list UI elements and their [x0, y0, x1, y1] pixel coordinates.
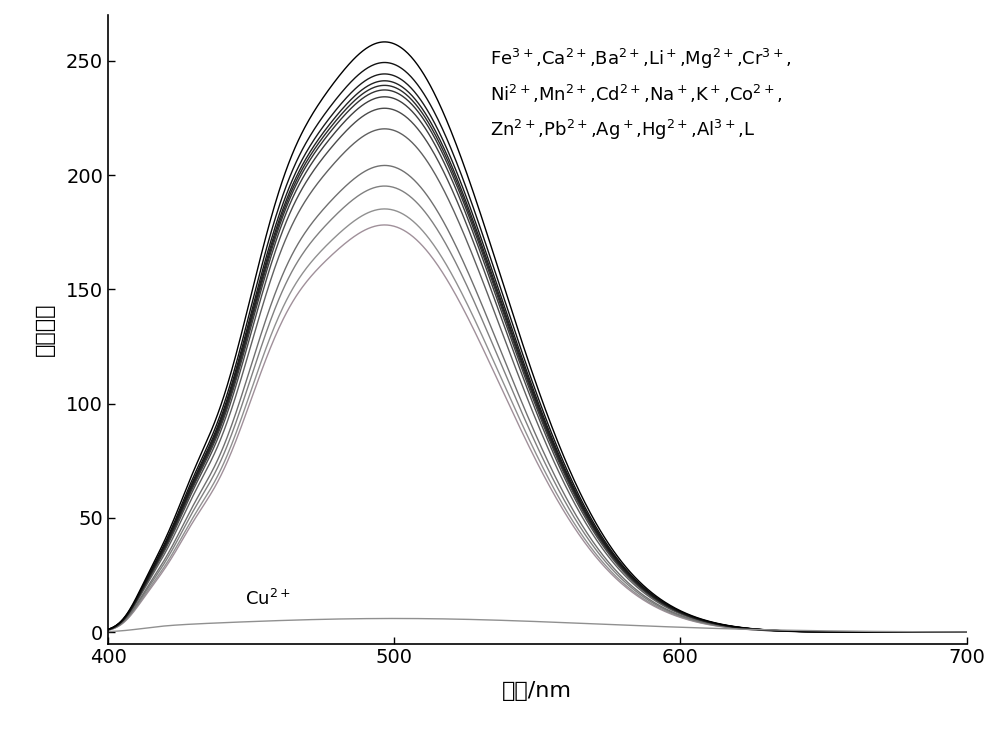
X-axis label: 波长/nm: 波长/nm: [502, 681, 572, 701]
Text: Cu$^{2+}$: Cu$^{2+}$: [245, 589, 291, 610]
Text: Fe$^{3+}$,Ca$^{2+}$,Ba$^{2+}$,Li$^+$,Mg$^{2+}$,Cr$^{3+}$,
Ni$^{2+}$,Mn$^{2+}$,Cd: Fe$^{3+}$,Ca$^{2+}$,Ba$^{2+}$,Li$^+$,Mg$…: [490, 47, 792, 142]
Y-axis label: 荧光强度: 荧光强度: [35, 303, 55, 356]
